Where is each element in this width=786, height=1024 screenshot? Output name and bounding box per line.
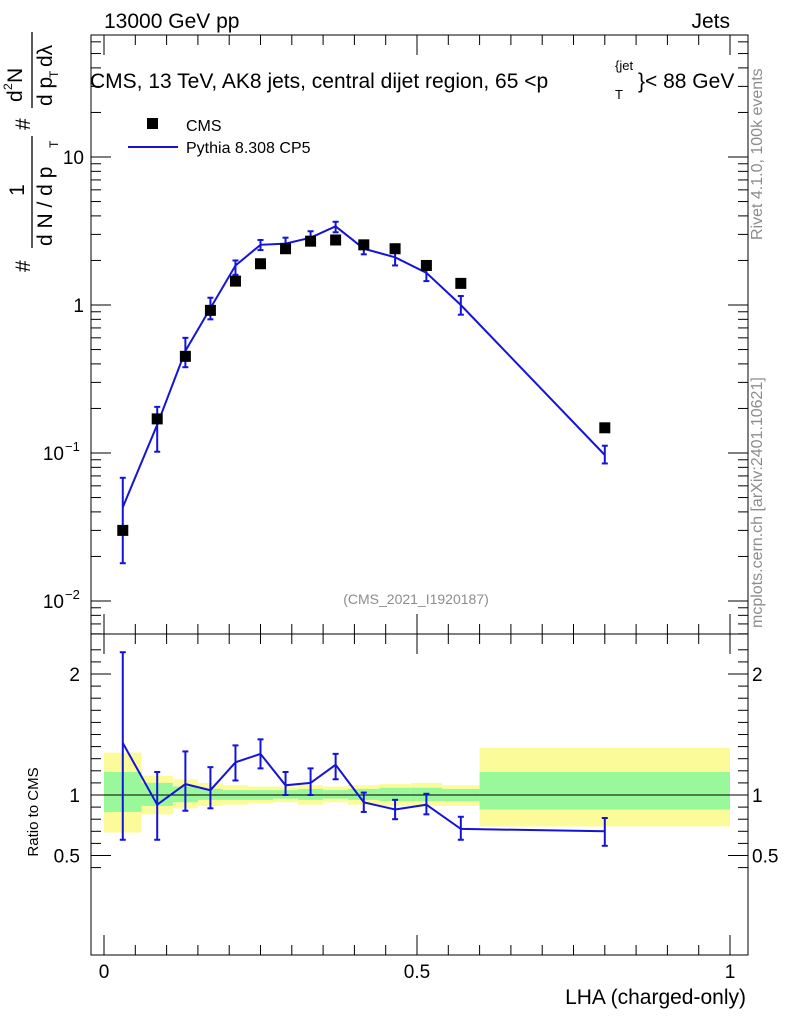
ratio-errorbar <box>154 771 161 841</box>
uncertainty-band-inner <box>323 790 349 799</box>
data-point <box>151 413 163 425</box>
y-tick-label: 10 −1 <box>43 439 80 465</box>
mc-errorbar <box>119 476 126 565</box>
uncertainty-band-inner <box>379 787 411 802</box>
data-point <box>358 239 370 251</box>
data-point <box>305 235 317 247</box>
ratio-errorbar <box>392 798 399 821</box>
ylabel-dden-sub: T <box>47 70 61 78</box>
ylabel-frac-num: 1 <box>6 184 29 196</box>
y-tick-label-exp: −2 <box>65 587 80 602</box>
ratio-y-tick-label-right: 0.5 <box>752 847 778 868</box>
title-prefix: CMS, 13 TeV, AK8 jets, central dijet reg… <box>90 70 548 93</box>
x-tick-label: 0 <box>99 962 110 983</box>
y-tick-label: 1 <box>73 296 84 317</box>
ratio-line <box>121 742 605 833</box>
ratio-errorbar <box>282 771 289 796</box>
ylabel-frac-den-sub: T <box>47 140 61 148</box>
mc-errorbar <box>257 238 264 252</box>
y-tick-label-base: 1 <box>73 296 84 317</box>
y-tick-label-base: 10 <box>43 592 64 613</box>
legend-data-marker <box>147 118 158 129</box>
y-tick-label-base: 10 <box>63 148 84 169</box>
mc-line <box>121 225 606 508</box>
ylabel-dnum-sup: 2 <box>1 83 15 90</box>
ratio-y-tick-label: 2 <box>69 665 80 686</box>
title-suffix: }< 88 GeV <box>638 70 734 93</box>
ratio-errorbar <box>423 792 430 816</box>
data-point <box>330 234 342 246</box>
ratio-y-tick-label: 1 <box>69 786 80 807</box>
data-point <box>255 258 266 270</box>
rivet-watermark: Rivet 4.1.0, 100k events <box>749 68 766 240</box>
ratio-errorbar <box>119 651 126 841</box>
data-point <box>420 259 432 271</box>
data-point <box>179 350 191 362</box>
ratio-errorbar <box>207 766 214 810</box>
y-tick-label-exp: −1 <box>65 439 80 454</box>
data-point <box>204 304 216 316</box>
ratio-errorbar <box>182 750 189 812</box>
ylabel-hash-mid: # <box>12 118 35 130</box>
uncertainty-band-inner <box>479 772 730 810</box>
data-point <box>280 243 292 255</box>
mc-errorbar <box>332 220 339 234</box>
x-tick-label: 0.5 <box>404 962 430 983</box>
ylabel-dden: d p <box>34 77 57 106</box>
ratio-errorbar <box>457 815 464 841</box>
ratio-errorbar <box>232 744 239 782</box>
legend-data-label: CMS <box>186 118 222 135</box>
ratio-y-tick-label-right: 2 <box>752 665 763 686</box>
ratio-errorbar <box>360 791 367 813</box>
ratio-errorbar <box>307 767 314 796</box>
ylabel-frac-den: d N / d p <box>34 167 57 246</box>
ratio-frame <box>90 633 749 956</box>
category-label: Jets <box>691 10 730 33</box>
ratio-y-tick-label-right: 1 <box>752 786 763 807</box>
data-point <box>229 275 241 287</box>
title-sub: T <box>615 87 623 102</box>
energy-label: 13000 GeV pp <box>104 10 239 33</box>
ylabel-hash-top: # <box>12 260 35 272</box>
ratio-panel: 0.5 0.5 1 1 2 2 0 0.5 1 Ratio to CMS LHA (charge… <box>25 633 778 1009</box>
mc-errorbar <box>601 444 608 465</box>
main-ylabel: # 1 d N / d p T # d 2 N d p T dλ <box>1 32 61 272</box>
y-tick-label: 10 −2 <box>43 587 80 613</box>
legend-mc-label: Pythia 8.308 CP5 <box>186 140 311 157</box>
y-tick-label: 10 <box>63 148 84 169</box>
ratio-errorbar <box>332 752 339 781</box>
data-point <box>599 422 611 434</box>
x-axis-label: LHA (charged-only) <box>565 986 746 1009</box>
title-sup: {jet <box>615 58 633 73</box>
ratio-ylabel: Ratio to CMS <box>25 767 42 856</box>
x-tick-label: 1 <box>725 962 736 983</box>
y-tick-label-base: 10 <box>43 444 64 465</box>
ylabel-dnum: d <box>4 90 27 102</box>
legend: CMS Pythia 8.308 CP5 <box>128 118 311 157</box>
ratio-errorbar <box>257 738 264 770</box>
mc-errorbar <box>457 295 464 316</box>
ylabel-dden-lambda: dλ <box>34 44 57 67</box>
data-point <box>117 524 129 536</box>
analysis-tag: (CMS_2021_I1920187) <box>343 591 489 607</box>
ratio-errorbar <box>601 816 608 847</box>
source-watermark: mcplots.cern.ch [arXiv:2401.10621] <box>749 377 766 628</box>
ylabel-dnum-n: N <box>4 68 27 83</box>
main-title: CMS, 13 TeV, AK8 jets, central dijet reg… <box>90 58 734 102</box>
data-point <box>389 243 401 255</box>
data-point <box>455 277 467 289</box>
ratio-y-tick-label: 0.5 <box>54 847 80 868</box>
mc-errorbar <box>232 259 239 276</box>
